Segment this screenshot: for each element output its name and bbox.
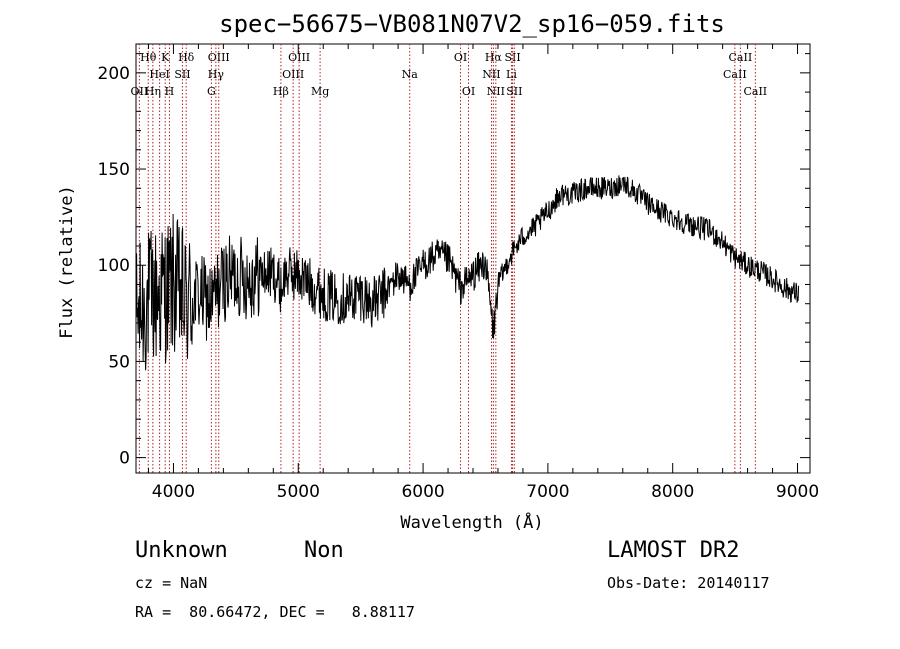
y-axis: 0 50 100 150 200: [98, 53, 810, 469]
survey-label: LAMOST DR2: [607, 538, 740, 563]
coordinates-label: RA = 80.66472, DEC = 8.88117: [135, 603, 415, 621]
line-marker-label: Li: [506, 68, 517, 81]
line-marker-label: SII: [506, 85, 522, 98]
line-marker-label: K: [161, 51, 170, 64]
x-tick-label: 8000: [651, 482, 694, 502]
x-tick-label: 7000: [526, 482, 569, 502]
line-marker-label: H: [165, 85, 175, 98]
line-marker-label: OII: [131, 85, 149, 98]
y-tick-label: 150: [98, 160, 130, 180]
line-marker-label: Mg: [311, 85, 329, 98]
line-marker-label: Hθ: [140, 51, 157, 64]
line-marker-label: NII: [487, 85, 505, 98]
x-tick-label: 6000: [401, 482, 444, 502]
line-marker-label: SII: [504, 51, 520, 64]
line-marker-label: OI: [462, 85, 475, 98]
line-marker-label: CaII: [723, 68, 747, 81]
chart-title: spec−56675−VB081N07V2_sp16−059.fits: [219, 10, 725, 38]
x-axis-label: Wavelength (Å): [400, 511, 543, 533]
y-tick-label: 100: [98, 256, 130, 276]
line-marker-label: Hδ: [178, 51, 195, 64]
line-marker-label: OIII: [282, 68, 304, 81]
line-marker-label: CaII: [743, 85, 767, 98]
line-marker-label: Hη: [145, 85, 161, 98]
spectrum-line: [136, 175, 800, 371]
line-marker-label: OIII: [288, 51, 310, 64]
line-marker-label: NII: [482, 68, 500, 81]
class-label: Unknown: [135, 538, 228, 563]
x-tick-label: 4000: [152, 482, 195, 502]
redshift-label: cz = NaN: [135, 574, 208, 592]
subclass-label: Non: [304, 538, 344, 563]
line-marker-label: OIII: [208, 51, 230, 64]
line-marker-label: OI: [454, 51, 467, 64]
x-axis: 4000 5000 6000 7000 8000 9000: [147, 44, 819, 502]
x-tick-label: 5000: [277, 482, 320, 502]
line-marker-label: Hα: [485, 51, 503, 64]
y-tick-label: 0: [119, 449, 130, 469]
spectrum-series: [136, 175, 800, 371]
obs-date-label: Obs-Date: 20140117: [607, 574, 770, 592]
line-marker-label: HeI: [149, 68, 169, 81]
x-tick-label: 9000: [776, 482, 819, 502]
line-marker-label: SII: [174, 68, 190, 81]
y-axis-label: Flux (relative): [57, 185, 77, 339]
y-tick-label: 200: [98, 64, 130, 84]
line-marker-label: CaII: [729, 51, 753, 64]
line-marker-label: Na: [402, 68, 419, 81]
line-marker-label: Hγ: [208, 68, 225, 81]
line-marker-label: Hβ: [273, 85, 289, 98]
line-marker-label: G: [207, 85, 216, 98]
y-tick-label: 50: [108, 352, 130, 372]
